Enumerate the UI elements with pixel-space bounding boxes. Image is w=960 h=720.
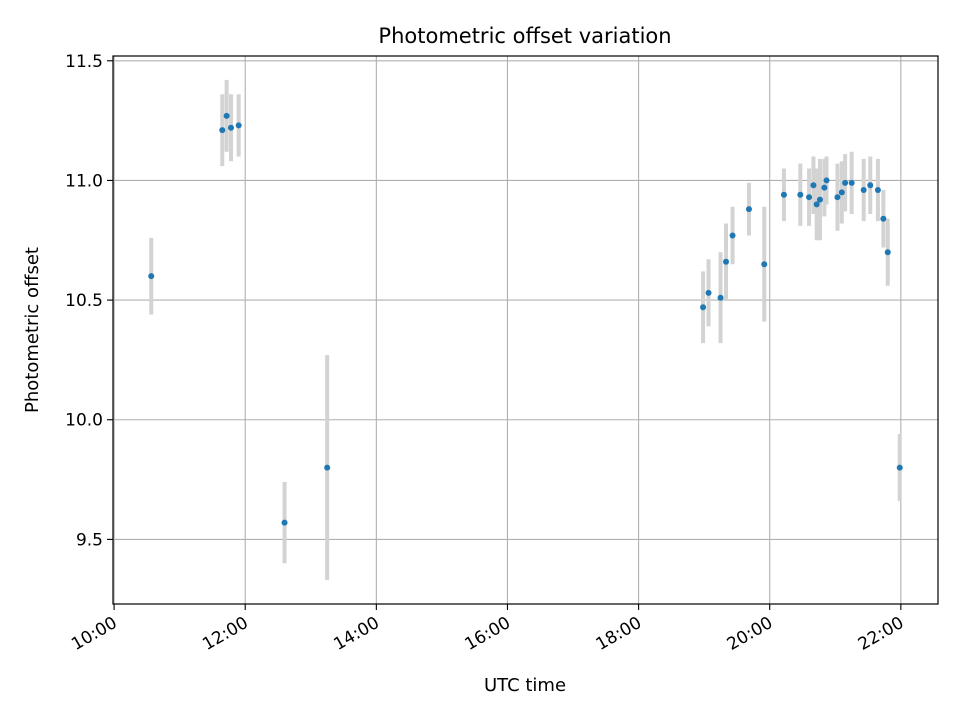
data-point: [761, 261, 768, 268]
data-point: [838, 189, 845, 196]
y-tick-label: 10.0: [65, 411, 103, 431]
data-point: [860, 187, 867, 194]
chart-title: Photometric offset variation: [378, 24, 671, 48]
data-point: [874, 187, 881, 194]
x-tick-label: 20:00: [724, 613, 776, 655]
data-point: [896, 464, 903, 471]
point-layer: [148, 112, 903, 526]
x-tick-label: 14:00: [330, 613, 382, 655]
data-point: [823, 177, 830, 184]
data-point: [223, 112, 230, 119]
x-tick-label: 22:00: [855, 613, 907, 655]
data-point: [834, 194, 841, 201]
y-axis-title: Photometric offset: [22, 247, 43, 413]
data-point: [228, 124, 235, 131]
data-point: [821, 184, 828, 191]
y-tick-label: 9.5: [76, 530, 103, 550]
data-point: [780, 191, 787, 198]
data-point: [717, 294, 724, 301]
x-tick-label: 12:00: [199, 613, 251, 655]
data-point: [813, 201, 820, 208]
data-point: [880, 215, 887, 222]
data-point: [324, 464, 331, 471]
data-point: [745, 206, 752, 213]
y-tick-label: 11.5: [65, 52, 103, 72]
x-axis-title: UTC time: [484, 675, 566, 696]
tick-layer: 10:00 12:00 14:00 16:00 18:00 20:00 22:00 9.5 10…: [65, 52, 907, 655]
data-point: [848, 179, 855, 186]
x-tick-label: 16:00: [462, 613, 514, 655]
data-point: [700, 304, 707, 311]
data-point: [705, 289, 712, 296]
data-point: [219, 127, 226, 134]
data-point: [816, 196, 823, 203]
data-point: [148, 273, 155, 280]
errorbar-layer: [149, 79, 902, 581]
data-point: [723, 258, 730, 265]
x-tick-label: 18:00: [593, 613, 645, 655]
data-point: [797, 191, 804, 198]
data-point: [729, 232, 736, 239]
data-point: [810, 182, 817, 189]
data-point: [806, 194, 813, 201]
grid-layer: [113, 56, 938, 604]
data-point: [884, 249, 891, 256]
data-point: [842, 179, 849, 186]
y-tick-label: 11.0: [65, 171, 103, 191]
data-point: [235, 122, 242, 129]
data-point: [867, 182, 874, 189]
y-tick-label: 10.5: [65, 291, 103, 311]
data-point: [281, 519, 288, 526]
plot-frame: [112, 55, 939, 605]
x-tick-label: 10:00: [68, 613, 120, 655]
